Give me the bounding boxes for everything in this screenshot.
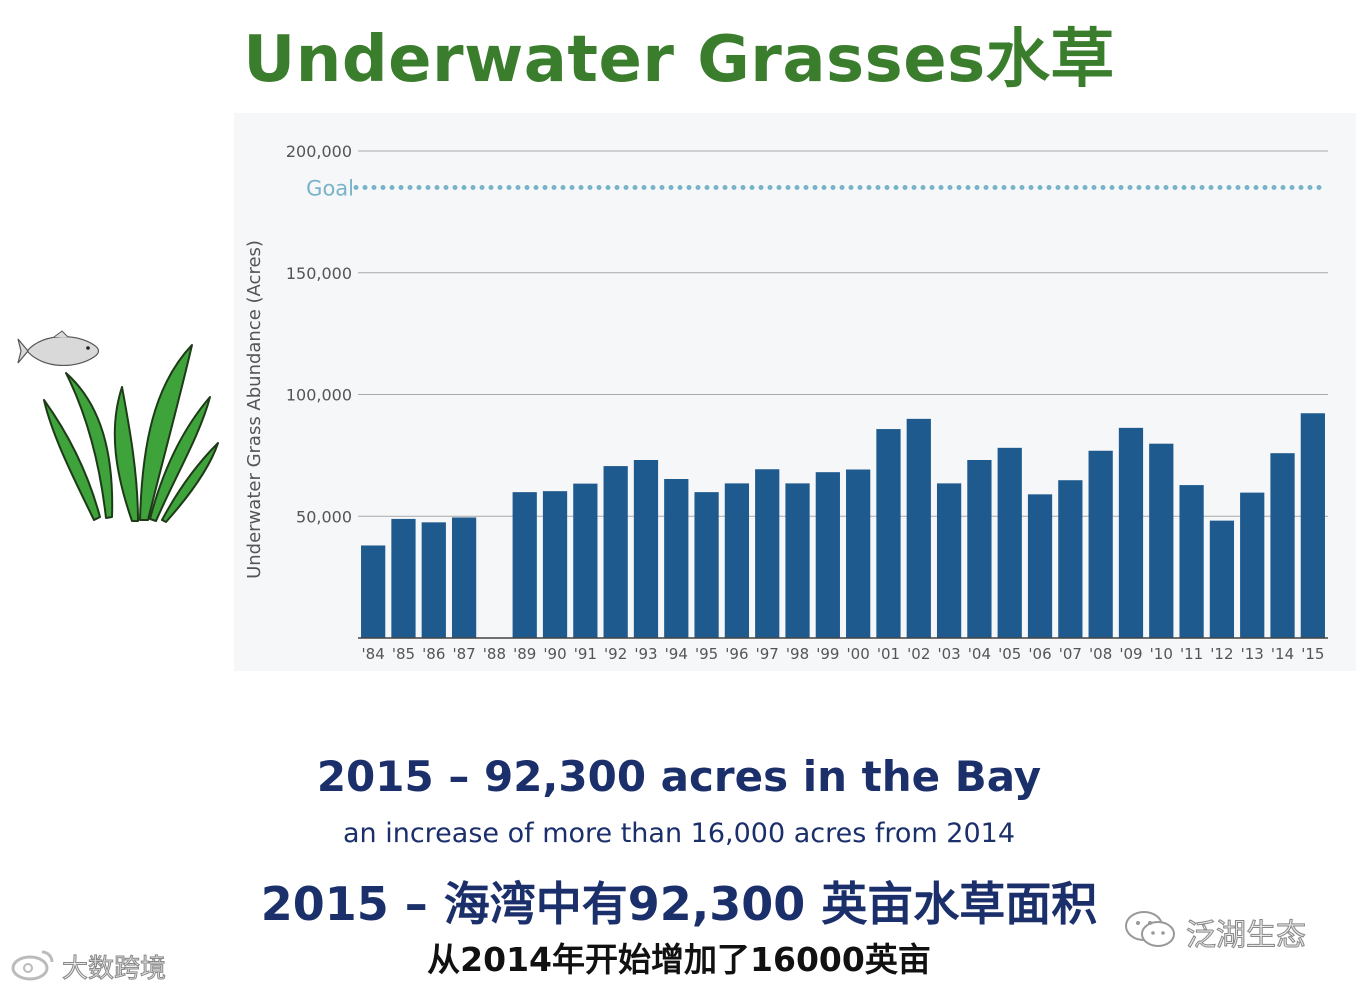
grass-illustration (17, 330, 219, 523)
headline-increase: an increase of more than 16,000 acres fr… (342, 818, 1016, 849)
bar (997, 447, 1022, 638)
bar-chart: 50,000 100,000 150,000 200,000 Goal '84 '85 '86… (244, 142, 1331, 663)
watermark-right: 泛湖生态 (1120, 906, 1320, 954)
bar (1149, 443, 1174, 638)
headline-acres: 2015 – 92,300 acres in the Bay (316, 752, 1042, 801)
x-tick-label: '12 (1210, 645, 1233, 663)
bar (724, 483, 750, 638)
bar (361, 545, 386, 638)
x-tick-label: '96 (725, 645, 748, 663)
x-tick-label: '88 (483, 645, 506, 663)
x-tick-label: '91 (574, 645, 597, 663)
bar (1240, 492, 1265, 638)
x-tick-label: '11 (1180, 645, 1203, 663)
bar (906, 418, 931, 638)
grass-icon (43, 344, 219, 523)
bar (573, 483, 598, 638)
bar (1088, 450, 1113, 638)
bar (755, 469, 780, 638)
headline-acres-cn: 2015 – 海湾中有92,300 英亩水草面积 (260, 877, 1098, 931)
x-tick-label: '87 (452, 645, 475, 663)
x-tick-label: '10 (1150, 645, 1173, 663)
weibo-icon (11, 950, 54, 981)
fish-icon (17, 330, 100, 367)
bar (421, 522, 446, 638)
bar (815, 472, 840, 638)
bar (1118, 427, 1144, 638)
x-tick-label: '13 (1241, 645, 1264, 663)
bar (664, 478, 689, 638)
x-tick-label: '98 (786, 645, 809, 663)
bar (391, 518, 416, 638)
x-tick-label: '00 (847, 645, 870, 663)
x-tick-label: '07 (1059, 645, 1082, 663)
y-axis-label: Underwater Grass Abundance (Acres) (244, 240, 265, 579)
x-tick-label: '01 (877, 645, 900, 663)
bar (542, 491, 568, 638)
x-tick-label: '02 (907, 645, 930, 663)
bar (633, 460, 659, 638)
x-tick-label: '09 (1119, 645, 1142, 663)
x-tick-label: '14 (1271, 645, 1294, 663)
bar (1058, 480, 1083, 638)
x-tick-label: '05 (998, 645, 1021, 663)
y-tick-label: 50,000 (296, 507, 352, 526)
x-tick-label: '99 (816, 645, 839, 663)
bar (785, 483, 810, 638)
watermark-left: 大数跨境 (10, 946, 180, 985)
x-tick-label: '08 (1089, 645, 1112, 663)
wechat-icon (1125, 911, 1175, 947)
x-tick-label: '95 (695, 645, 718, 663)
x-tick-label: '85 (392, 645, 415, 663)
goal-label: Goal (306, 177, 354, 201)
x-tick-label: '15 (1301, 645, 1324, 663)
x-tick-label: '03 (937, 645, 960, 663)
x-tick-label: '92 (604, 645, 627, 663)
x-tick-label: '93 (634, 645, 657, 663)
bar (1027, 494, 1053, 638)
bar (1300, 413, 1325, 638)
bar (876, 429, 901, 638)
x-tick-label: '04 (968, 645, 991, 663)
x-tick-label: '94 (665, 645, 688, 663)
headline-increase-cn: 从2014年开始增加了16000英亩 (427, 940, 931, 979)
x-tick-label: '06 (1028, 645, 1051, 663)
x-tick-label: '84 (362, 645, 385, 663)
bar (451, 517, 477, 638)
bar (1270, 453, 1295, 638)
y-tick-label: 200,000 (286, 142, 352, 161)
x-tick-label: '86 (422, 645, 445, 663)
bar (1209, 520, 1235, 638)
watermark-left-text: 大数跨境 (61, 954, 167, 985)
bar (1179, 485, 1204, 638)
x-tick-label: '90 (543, 645, 566, 663)
page-title: Underwater Grasses水草 (243, 23, 1115, 97)
bar (967, 460, 992, 638)
bar (846, 469, 871, 638)
bar (936, 483, 962, 638)
bar (512, 492, 537, 638)
watermark-right-text: 泛湖生态 (1186, 918, 1307, 954)
bar (603, 466, 628, 638)
bar (694, 492, 719, 638)
y-tick-label: 150,000 (286, 264, 352, 283)
x-tick-label: '89 (513, 645, 536, 663)
x-tick-label: '97 (756, 645, 779, 663)
y-tick-label: 100,000 (286, 386, 352, 405)
